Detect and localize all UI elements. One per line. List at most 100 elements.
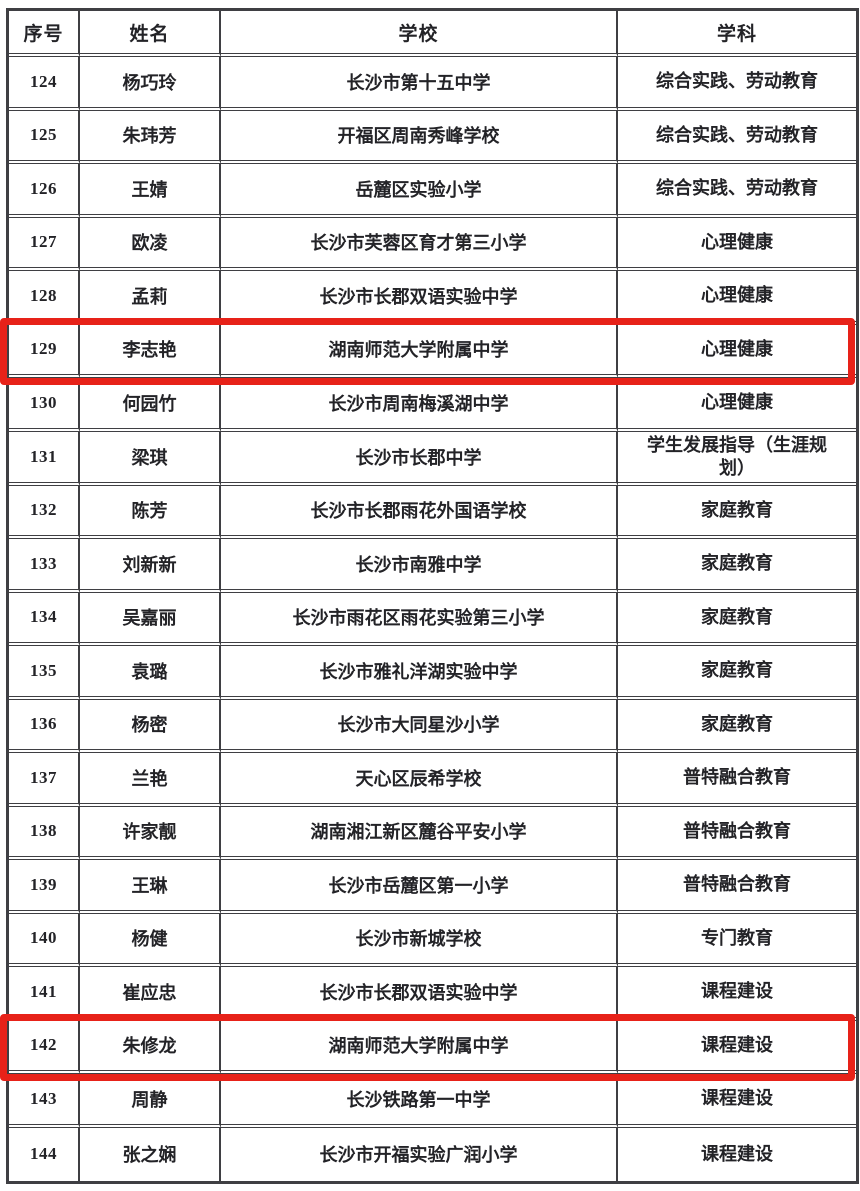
cell-school: 岳麓区实验小学 xyxy=(221,164,618,218)
table-header: 序号 姓名 学校 学科 xyxy=(9,11,856,57)
cell-school: 长沙市长郡雨花外国语学校 xyxy=(221,485,618,539)
cell-name: 杨密 xyxy=(80,699,221,753)
cell-subject: 心理健康 xyxy=(618,218,856,271)
cell-subject: 专门教育 xyxy=(618,914,856,967)
table-row: 144 张之娴 长沙市开福实验广润小学 课程建设 xyxy=(9,1127,856,1181)
table-body: 124 杨巧玲 长沙市第十五中学 综合实践、劳动教育 125 朱玮芳 开福区周南… xyxy=(9,57,856,1181)
cell-school: 天心区辰希学校 xyxy=(221,753,618,807)
cell-name: 许家靓 xyxy=(80,806,221,860)
table-row: 140 杨健 长沙市新城学校 专门教育 xyxy=(9,913,856,967)
cell-subject: 课程建设 xyxy=(618,1021,856,1074)
table-row: 126 王婧 岳麓区实验小学 综合实践、劳动教育 xyxy=(9,164,856,218)
cell-subject: 普特融合教育 xyxy=(618,860,856,914)
cell-subject: 家庭教育 xyxy=(618,539,856,593)
cell-no: 138 xyxy=(9,806,80,860)
cell-school: 长沙市雅礼洋湖实验中学 xyxy=(221,646,618,700)
cell-no: 135 xyxy=(9,646,80,700)
table-row: 132 陈芳 长沙市长郡雨花外国语学校 家庭教育 xyxy=(9,485,856,539)
cell-no: 140 xyxy=(9,913,80,967)
cell-no: 134 xyxy=(9,592,80,646)
table-row: 124 杨巧玲 长沙市第十五中学 综合实践、劳动教育 xyxy=(9,57,856,111)
table-row: 136 杨密 长沙市大同星沙小学 家庭教育 xyxy=(9,699,856,753)
cell-no: 132 xyxy=(9,485,80,539)
table-row: 143 周静 长沙铁路第一中学 课程建设 xyxy=(9,1074,856,1128)
cell-subject: 普特融合教育 xyxy=(618,807,856,860)
cell-subject: 家庭教育 xyxy=(618,593,856,646)
cell-school: 湖南湘江新区麓谷平安小学 xyxy=(221,806,618,860)
cell-school: 长沙市南雅中学 xyxy=(221,539,618,593)
cell-no: 143 xyxy=(9,1074,80,1128)
cell-name: 王婧 xyxy=(80,164,221,218)
cell-school: 湖南师范大学附属中学 xyxy=(221,324,618,378)
cell-name: 吴嘉丽 xyxy=(80,592,221,646)
cell-name: 何园竹 xyxy=(80,378,221,432)
table-row: 128 孟莉 长沙市长郡双语实验中学 心理健康 xyxy=(9,271,856,325)
cell-subject: 综合实践、劳动教育 xyxy=(618,57,856,111)
cell-subject: 心理健康 xyxy=(618,271,856,325)
cell-school: 湖南师范大学附属中学 xyxy=(221,1020,618,1074)
table-row: 133 刘新新 长沙市南雅中学 家庭教育 xyxy=(9,539,856,593)
cell-no: 141 xyxy=(9,967,80,1021)
cell-school: 长沙市长郡双语实验中学 xyxy=(221,271,618,325)
cell-name: 李志艳 xyxy=(80,324,221,378)
cell-school: 长沙市芙蓉区育才第三小学 xyxy=(221,217,618,271)
header-row: 序号 姓名 学校 学科 xyxy=(9,11,856,57)
col-header-school: 学校 xyxy=(221,11,618,57)
table-row: 130 何园竹 长沙市周南梅溪湖中学 心理健康 xyxy=(9,378,856,432)
table-row: 134 吴嘉丽 长沙市雨花区雨花实验第三小学 家庭教育 xyxy=(9,592,856,646)
col-header-no: 序号 xyxy=(9,11,80,57)
cell-subject: 心理健康 xyxy=(618,325,856,378)
cell-name: 刘新新 xyxy=(80,539,221,593)
cell-school: 长沙市新城学校 xyxy=(221,913,618,967)
cell-name: 王琳 xyxy=(80,860,221,914)
cell-subject: 普特融合教育 xyxy=(618,753,856,807)
cell-no: 126 xyxy=(9,164,80,218)
cell-no: 127 xyxy=(9,217,80,271)
cell-school: 长沙市第十五中学 xyxy=(221,57,618,111)
cell-no: 128 xyxy=(9,271,80,325)
cell-school: 长沙市大同星沙小学 xyxy=(221,699,618,753)
cell-subject: 课程建设 xyxy=(618,1074,856,1128)
cell-name: 杨巧玲 xyxy=(80,57,221,111)
cell-no: 144 xyxy=(9,1127,80,1181)
cell-subject: 学生发展指导（生涯规划） xyxy=(618,432,856,486)
cell-school: 长沙铁路第一中学 xyxy=(221,1074,618,1128)
cell-name: 朱修龙 xyxy=(80,1020,221,1074)
cell-subject: 心理健康 xyxy=(618,378,856,432)
table-row: 138 许家靓 湖南湘江新区麓谷平安小学 普特融合教育 xyxy=(9,806,856,860)
table-row: 135 袁璐 长沙市雅礼洋湖实验中学 家庭教育 xyxy=(9,646,856,700)
table-row: 142 朱修龙 湖南师范大学附属中学 课程建设 xyxy=(9,1020,856,1074)
cell-no: 133 xyxy=(9,539,80,593)
cell-subject: 综合实践、劳动教育 xyxy=(618,164,856,218)
cell-no: 142 xyxy=(9,1020,80,1074)
cell-no: 137 xyxy=(9,753,80,807)
cell-no: 125 xyxy=(9,110,80,164)
cell-school: 长沙市周南梅溪湖中学 xyxy=(221,378,618,432)
table-row: 129 李志艳 湖南师范大学附属中学 心理健康 xyxy=(9,324,856,378)
cell-name: 张之娴 xyxy=(80,1127,221,1181)
cell-subject: 课程建设 xyxy=(618,967,856,1021)
cell-school: 开福区周南秀峰学校 xyxy=(221,110,618,164)
cell-subject: 家庭教育 xyxy=(618,486,856,539)
cell-subject: 综合实践、劳动教育 xyxy=(618,111,856,164)
cell-name: 兰艳 xyxy=(80,753,221,807)
cell-name: 崔应忠 xyxy=(80,967,221,1021)
teachers-roster-table: 序号 姓名 学校 学科 124 杨巧玲 长沙市第十五中学 综合实践、劳动教育 1… xyxy=(6,8,859,1184)
col-header-name: 姓名 xyxy=(80,11,221,57)
cell-subject: 家庭教育 xyxy=(618,646,856,700)
cell-name: 周静 xyxy=(80,1074,221,1128)
cell-name: 孟莉 xyxy=(80,271,221,325)
table-row: 127 欧凌 长沙市芙蓉区育才第三小学 心理健康 xyxy=(9,217,856,271)
table-row: 139 王琳 长沙市岳麓区第一小学 普特融合教育 xyxy=(9,860,856,914)
cell-no: 130 xyxy=(9,378,80,432)
cell-subject: 课程建设 xyxy=(701,1143,773,1164)
cell-name: 袁璐 xyxy=(80,646,221,700)
cell-school: 长沙市长郡中学 xyxy=(221,431,618,486)
cell-no: 131 xyxy=(9,431,80,486)
table-row: 125 朱玮芳 开福区周南秀峰学校 综合实践、劳动教育 xyxy=(9,110,856,164)
cell-name: 杨健 xyxy=(80,913,221,967)
cell-school: 长沙市雨花区雨花实验第三小学 xyxy=(221,592,618,646)
cell-name: 陈芳 xyxy=(80,485,221,539)
cell-no: 136 xyxy=(9,699,80,753)
